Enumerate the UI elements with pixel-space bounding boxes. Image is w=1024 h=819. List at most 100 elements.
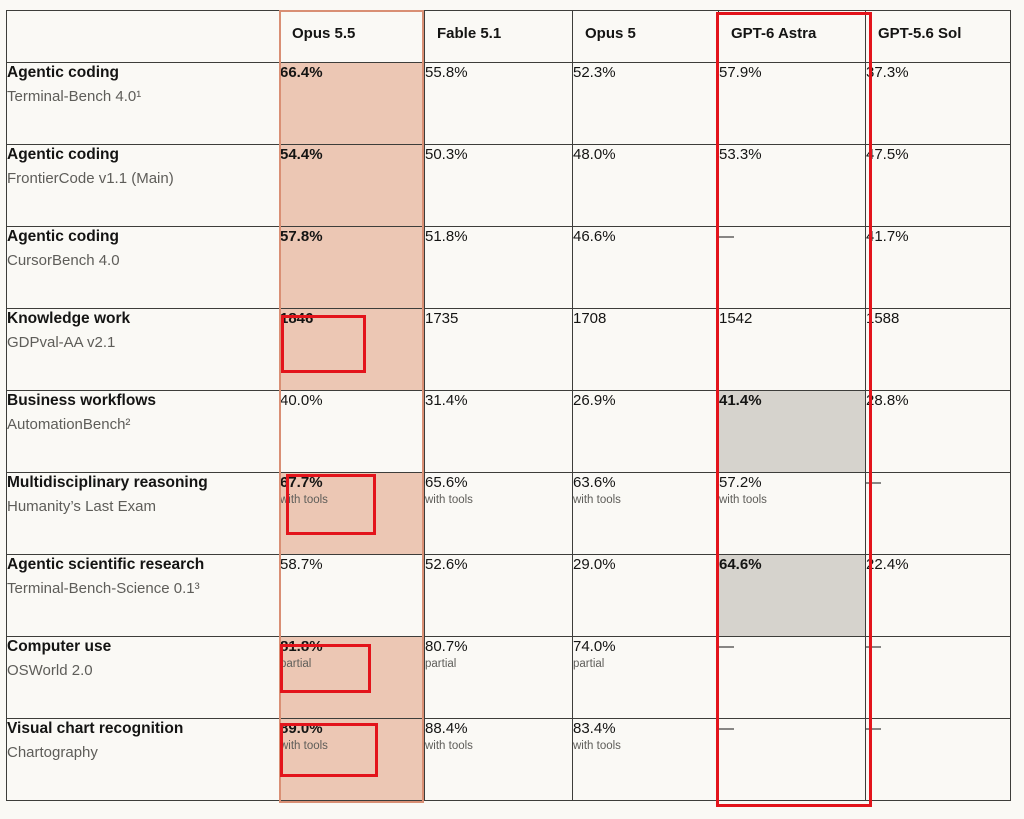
- score-cell-opus-5: 26.9%: [572, 390, 719, 473]
- score-value: 81.8%: [280, 638, 323, 655]
- score-value: 41.4%: [719, 392, 762, 409]
- score-value: 67.7%: [280, 474, 323, 491]
- benchmark-name: AutomationBench²: [7, 416, 131, 433]
- score-cell-gpt-6-astra: 53.3%: [718, 144, 866, 227]
- benchmark-name: Chartography: [7, 744, 98, 761]
- col-header-gpt-5-6-sol: GPT-5.6 Sol: [865, 10, 1011, 63]
- score-cell-fable-5-1: 88.4% with tools: [424, 718, 573, 801]
- score-cell-gpt-5-6-sol: —: [865, 472, 1011, 555]
- score-cell-opus-5: 74.0% partial: [572, 636, 719, 719]
- score-value: 50.3%: [425, 146, 468, 163]
- score-cell-gpt-5-6-sol: 1588: [865, 308, 1011, 391]
- score-cell-gpt-6-astra: —: [718, 636, 866, 719]
- benchmark-category: Agentic coding: [7, 64, 119, 81]
- col-header-opus-5-5: Opus 5.5: [279, 10, 425, 63]
- score-value: —: [866, 474, 881, 491]
- row-header: Multidisciplinary reasoning Humanity’s La…: [6, 472, 280, 555]
- benchmark-category: Agentic coding: [7, 146, 119, 163]
- score-cell-gpt-5-6-sol: —: [865, 718, 1011, 801]
- table-row: Agentic coding Terminal-Bench 4.0¹ 66.4% 55…: [6, 62, 1011, 145]
- score-cell-gpt-5-6-sol: 41.7%: [865, 226, 1011, 309]
- row-header: Computer use OSWorld 2.0: [6, 636, 280, 719]
- score-note: with tools: [573, 494, 621, 506]
- score-cell-opus-5-5: 57.8%: [279, 226, 425, 309]
- score-cell-opus-5: 52.3%: [572, 62, 719, 145]
- header-corner: [6, 10, 280, 63]
- table-row: Multidisciplinary reasoning Humanity’s La…: [6, 472, 1011, 555]
- score-value: 41.7%: [866, 228, 909, 245]
- score-note: partial: [425, 658, 457, 670]
- score-cell-fable-5-1: 65.6% with tools: [424, 472, 573, 555]
- score-value: 1735: [425, 310, 459, 327]
- table-row: Visual chart recognition Chartography 89.0…: [6, 718, 1011, 801]
- score-value: 63.6%: [573, 474, 616, 491]
- score-cell-opus-5: 63.6% with tools: [572, 472, 719, 555]
- row-header: Knowledge work GDPval-AA v2.1: [6, 308, 280, 391]
- score-cell-fable-5-1: 80.7% partial: [424, 636, 573, 719]
- table-row: Knowledge work GDPval-AA v2.1 1846 1735 1708…: [6, 308, 1011, 391]
- score-value: 80.7%: [425, 638, 468, 655]
- score-note: with tools: [280, 740, 328, 752]
- score-note: with tools: [425, 494, 473, 506]
- score-cell-opus-5-5: 1846: [279, 308, 425, 391]
- score-value: 47.5%: [866, 146, 909, 163]
- score-note: partial: [280, 658, 312, 670]
- score-cell-gpt-6-astra: 1542: [718, 308, 866, 391]
- benchmark-name: FrontierCode v1.1 (Main): [7, 170, 174, 187]
- benchmark-category: Visual chart recognition: [7, 720, 184, 737]
- score-cell-fable-5-1: 31.4%: [424, 390, 573, 473]
- score-cell-gpt-6-astra: 57.2% with tools: [718, 472, 866, 555]
- score-cell-gpt-5-6-sol: 22.4%: [865, 554, 1011, 637]
- score-value: 46.6%: [573, 228, 616, 245]
- score-value: 57.2%: [719, 474, 762, 491]
- col-header-gpt-6-astra: GPT-6 Astra: [718, 10, 866, 63]
- score-cell-opus-5-5: 81.8% partial: [279, 636, 425, 719]
- score-cell-gpt-6-astra: 57.9%: [718, 62, 866, 145]
- score-cell-opus-5-5: 54.4%: [279, 144, 425, 227]
- score-cell-gpt-5-6-sol: 28.8%: [865, 390, 1011, 473]
- score-note: with tools: [719, 494, 767, 506]
- header-row: Opus 5.5 Fable 5.1 Opus 5 GPT-6 Astra GP…: [6, 10, 1011, 63]
- score-value: 26.9%: [573, 392, 616, 409]
- score-value: —: [719, 720, 734, 737]
- score-note: with tools: [573, 740, 621, 752]
- score-value: 89.0%: [280, 720, 323, 737]
- score-cell-gpt-6-astra: —: [718, 718, 866, 801]
- benchmark-category: Computer use: [7, 638, 112, 655]
- benchmark-category: Business workflows: [7, 392, 157, 409]
- score-cell-opus-5: 29.0%: [572, 554, 719, 637]
- score-value: 53.3%: [719, 146, 762, 163]
- col-header-opus-5: Opus 5: [572, 10, 719, 63]
- score-value: 48.0%: [573, 146, 616, 163]
- score-cell-opus-5: 83.4% with tools: [572, 718, 719, 801]
- score-value: —: [719, 638, 734, 655]
- score-note: partial: [573, 658, 605, 670]
- score-cell-gpt-5-6-sol: 37.3%: [865, 62, 1011, 145]
- score-value: 40.0%: [280, 392, 323, 409]
- score-cell-opus-5-5: 89.0% with tools: [279, 718, 425, 801]
- score-cell-fable-5-1: 1735: [424, 308, 573, 391]
- benchmark-name: Terminal-Bench-Science 0.1³: [7, 580, 200, 597]
- score-cell-gpt-5-6-sol: —: [865, 636, 1011, 719]
- score-value: 64.6%: [719, 556, 762, 573]
- score-value: 31.4%: [425, 392, 468, 409]
- benchmark-category: Multidisciplinary reasoning: [7, 474, 208, 491]
- table-row: Agentic scientific research Terminal-Benc…: [6, 554, 1011, 637]
- score-cell-opus-5-5: 66.4%: [279, 62, 425, 145]
- score-value: 58.7%: [280, 556, 323, 573]
- benchmark-category: Agentic scientific research: [7, 556, 205, 573]
- score-cell-fable-5-1: 55.8%: [424, 62, 573, 145]
- score-cell-fable-5-1: 50.3%: [424, 144, 573, 227]
- score-value: 51.8%: [425, 228, 468, 245]
- score-value: 54.4%: [280, 146, 323, 163]
- col-header-fable-5-1: Fable 5.1: [424, 10, 573, 63]
- score-value: 88.4%: [425, 720, 468, 737]
- score-value: —: [719, 228, 734, 245]
- score-value: —: [866, 720, 881, 737]
- row-header: Agentic coding FrontierCode v1.1 (Main): [6, 144, 280, 227]
- table-row: Agentic coding FrontierCode v1.1 (Main) 54…: [6, 144, 1011, 227]
- score-cell-opus-5-5: 58.7%: [279, 554, 425, 637]
- score-value: 37.3%: [866, 64, 909, 81]
- score-cell-gpt-6-astra: 41.4%: [718, 390, 866, 473]
